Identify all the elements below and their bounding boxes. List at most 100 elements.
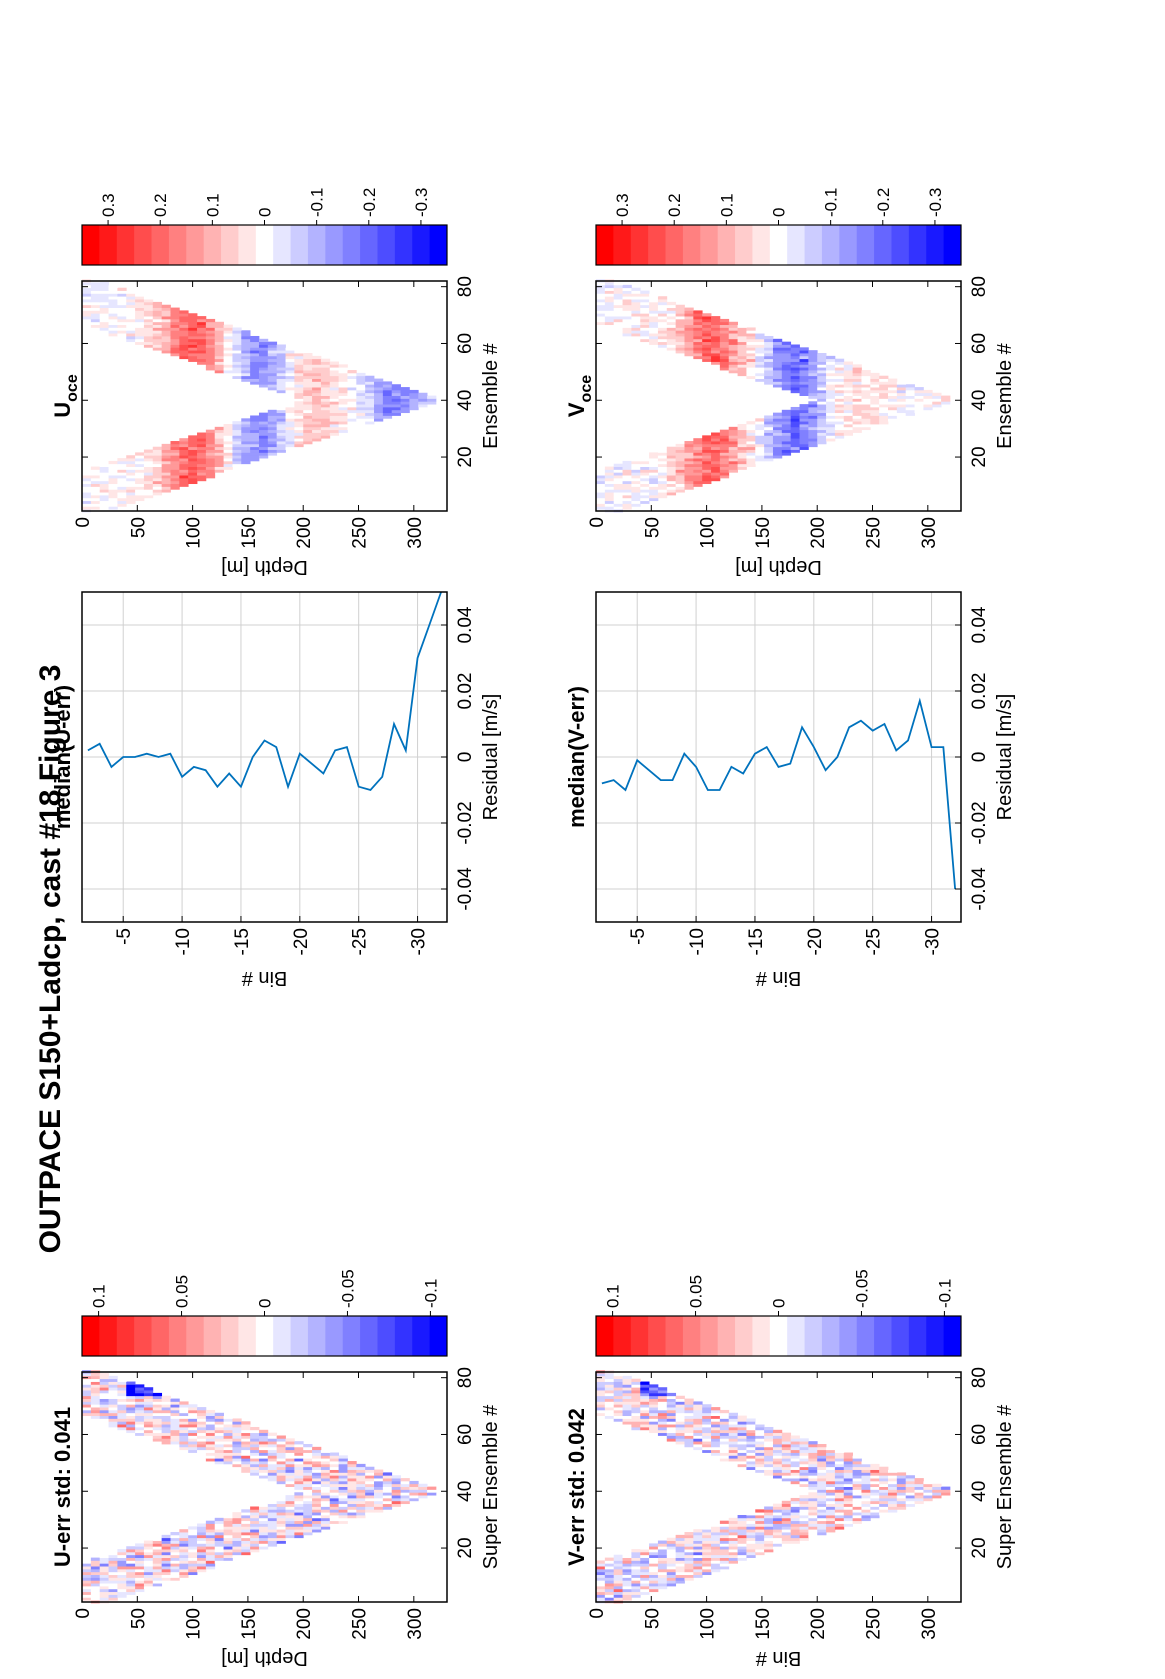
uoce-map-cell <box>126 466 136 470</box>
uerr-map-cell <box>108 1412 118 1417</box>
verr-map-cell <box>861 1463 871 1468</box>
uoce-map-cell <box>329 423 340 428</box>
verr-map-colorbar-swatch <box>787 1316 806 1356</box>
verr-map-cell <box>861 1489 871 1493</box>
verr-map-cell <box>923 1483 933 1487</box>
uerr-map-cell <box>205 1566 216 1570</box>
uerr-map-cell <box>338 1509 348 1513</box>
verr-map-cell <box>808 1532 818 1536</box>
verr-map-cell <box>826 1480 836 1485</box>
uoce-map-cell <box>197 358 207 362</box>
uerr-map-cell <box>365 1509 375 1513</box>
uoce-map-cell <box>197 455 207 459</box>
uerr-map-cell <box>303 1526 313 1530</box>
uoce-map-cell <box>267 353 278 357</box>
verr-map-cell <box>631 1424 641 1428</box>
verr-map-cell <box>799 1455 809 1459</box>
uerr-map-cell <box>108 1577 118 1581</box>
uerr-map-cell <box>126 1551 136 1556</box>
voce-map-cell <box>817 372 827 377</box>
uerr-map-cell <box>232 1426 242 1431</box>
verr-map-cell <box>799 1514 809 1519</box>
uoce-map-cell <box>267 421 278 425</box>
verr-map-cell <box>772 1546 783 1550</box>
voce-map-cell <box>764 361 774 365</box>
voce-map-cell <box>675 475 685 479</box>
voce-map-cell <box>711 341 721 345</box>
verr-map-cell <box>746 1458 756 1462</box>
uoce-map-cell <box>285 353 295 357</box>
uoce-map-cell <box>99 506 109 510</box>
uoce-map-cell <box>365 412 375 416</box>
uerr-map-cell <box>170 1557 180 1561</box>
verr-map-cell <box>746 1432 756 1436</box>
verr-map-cell <box>711 1446 721 1451</box>
uoce-map-cell <box>303 438 313 442</box>
verr-map-cell <box>728 1455 738 1459</box>
verr-map-cell <box>905 1497 915 1502</box>
verr-map-cell <box>764 1529 774 1533</box>
uoce-map-cell <box>285 378 295 382</box>
verr-map-cell <box>649 1557 659 1561</box>
uoce-map-cell <box>170 316 180 320</box>
uerr-map-cell <box>82 1392 92 1397</box>
voce-map-cell <box>702 338 712 343</box>
verr-map-cell <box>666 1549 677 1553</box>
uerr-map-cell <box>143 1407 154 1411</box>
uerr-map-cell <box>99 1407 109 1411</box>
uerr-map-cell <box>126 1577 136 1581</box>
uoce-map-cell <box>126 307 136 311</box>
uoce-map-cell <box>258 367 269 371</box>
voce-map-cell <box>781 361 792 365</box>
uoce-map-cell <box>117 299 127 303</box>
uerr-map-cell <box>82 1384 92 1388</box>
uerr-map-ylabel: Depth [m] <box>221 1647 308 1669</box>
uoce-map-cell <box>258 429 269 433</box>
uerr-map-cell <box>400 1480 410 1485</box>
verr-map-cell <box>772 1435 783 1439</box>
voce-map-cell <box>622 486 632 490</box>
voce-map-cell <box>719 452 730 456</box>
uoce-map-cell <box>82 304 92 308</box>
uerr-map-cell <box>179 1421 189 1425</box>
uoce-map-cell <box>347 392 357 396</box>
voce-map-ytick-label: 100 <box>698 517 719 549</box>
uerr-map-cell <box>258 1546 269 1550</box>
verr-map-cell <box>834 1486 845 1490</box>
verr-map-cell <box>657 1432 668 1436</box>
voce-map-cell <box>790 375 800 379</box>
uoce-map-cell <box>161 483 171 487</box>
verr-map-cell <box>834 1492 845 1496</box>
verr-map-cell <box>790 1478 800 1482</box>
voce-map-cell <box>888 409 898 414</box>
verr-map-cell <box>896 1489 907 1493</box>
uerr-map-cell <box>223 1429 233 1434</box>
verr-map-cell <box>790 1435 800 1439</box>
uerr-map-cell <box>232 1514 242 1519</box>
verr-map-cell <box>657 1568 668 1573</box>
voce-map-cell <box>719 458 730 462</box>
uoce-map-cell <box>338 389 348 394</box>
uoce-map-cell <box>382 401 393 405</box>
uerr-map-cell <box>99 1398 109 1402</box>
uerr-map-cell <box>232 1523 242 1527</box>
voce-map-cell <box>657 316 668 320</box>
uoce-map-cell <box>320 429 331 433</box>
uerr-map-cell <box>90 1577 101 1581</box>
uerr-map-cell <box>143 1585 154 1590</box>
uoce-map-cell <box>152 472 163 476</box>
uerr-map-cell <box>179 1557 189 1561</box>
uerr-map-cell <box>250 1458 260 1462</box>
verr-map-cell <box>790 1514 800 1519</box>
verr-map-cell <box>764 1432 774 1436</box>
uoce-map-cell <box>312 355 322 360</box>
verr-map-cell <box>684 1554 694 1558</box>
uoce-map-cell <box>303 421 313 425</box>
voce-map-ytick-label: 150 <box>753 517 774 549</box>
verr-map-cell <box>914 1478 924 1482</box>
verr-map-cell <box>675 1534 685 1539</box>
verr-map-cell <box>817 1500 827 1505</box>
voce-map-cell <box>728 335 738 340</box>
verr-map-cell <box>711 1441 721 1445</box>
